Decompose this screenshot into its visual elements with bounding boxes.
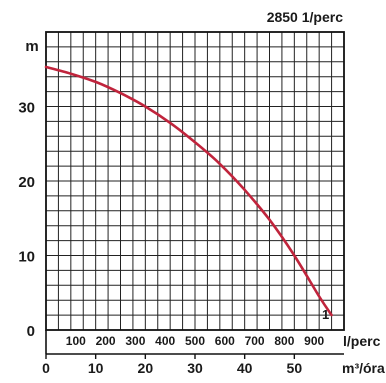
secondary-x-tick-label: 400 bbox=[155, 334, 175, 348]
chart-title: 2850 1/perc bbox=[267, 9, 343, 25]
x-axis-label-secondary: l/perc bbox=[343, 333, 381, 349]
x-tick-label: 10 bbox=[88, 360, 104, 376]
x-tick-label: 30 bbox=[187, 360, 203, 376]
curve-label: 1 bbox=[322, 307, 329, 322]
x-tick-label: 40 bbox=[237, 360, 253, 376]
y-tick-label: 30 bbox=[18, 100, 35, 117]
y-tick-label: 20 bbox=[18, 174, 35, 191]
curve-layer bbox=[44, 65, 333, 317]
x-tick-label: 20 bbox=[138, 360, 154, 376]
secondary-x-tick-label: 900 bbox=[304, 334, 324, 348]
secondary-x-tick-label: 200 bbox=[96, 334, 116, 348]
secondary-x-tick-label: 600 bbox=[215, 334, 235, 348]
plot-frame bbox=[45, 31, 345, 331]
secondary-x-tick-label: 700 bbox=[245, 334, 265, 348]
y-axis-label: m bbox=[25, 38, 38, 55]
secondary-x-tick-label: 100 bbox=[66, 334, 86, 348]
x-tick-label: 0 bbox=[42, 360, 50, 376]
secondary-x-tick-label: 800 bbox=[274, 334, 294, 348]
axes bbox=[45, 31, 345, 359]
x-axis-label: m³/óra bbox=[342, 360, 385, 376]
grid bbox=[45, 31, 345, 331]
pump-curve-line bbox=[44, 65, 333, 317]
secondary-x-tick-label: 500 bbox=[185, 334, 205, 348]
x-tick-label: 50 bbox=[287, 360, 303, 376]
y-tick-label: 0 bbox=[27, 323, 35, 340]
secondary-x-tick-label: 300 bbox=[125, 334, 145, 348]
y-tick-label: 10 bbox=[18, 249, 35, 266]
